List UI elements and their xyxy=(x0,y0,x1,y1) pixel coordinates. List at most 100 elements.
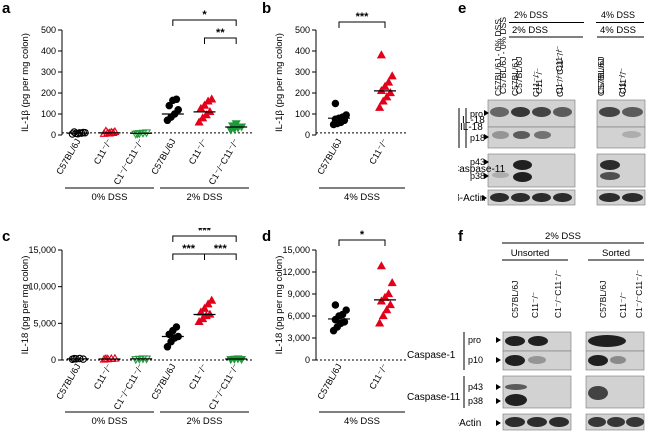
e-band-actin xyxy=(553,193,572,202)
e-band-il18-pro xyxy=(622,107,643,117)
e-arrow-p43 xyxy=(484,159,489,165)
e-label-pro: pro xyxy=(470,109,483,119)
f-arrow-pro xyxy=(496,337,501,343)
b-point xyxy=(376,50,386,59)
a-point xyxy=(133,130,143,139)
f-band-casp11-p43 xyxy=(505,384,527,390)
e-band-casp11-p38 xyxy=(600,172,620,180)
a-point xyxy=(110,126,120,135)
e-blot-left xyxy=(487,153,576,188)
b-xlabel: C11⁻/⁻ xyxy=(367,137,390,166)
f-band-actin xyxy=(607,417,625,427)
e-band-actin xyxy=(622,193,643,202)
c-sig-star: *** xyxy=(214,243,228,255)
a-group-label: 2% DSS xyxy=(187,192,223,203)
f-band-casp1-pro xyxy=(505,336,525,346)
a-point xyxy=(194,117,204,126)
b-point xyxy=(378,96,388,105)
e-arrow-p38 xyxy=(484,173,489,179)
d-ytick-label: 0 xyxy=(305,355,310,365)
chart-d: IL-18 (pg per mg colon) 0 3,000 6,000 9,000 1… xyxy=(274,229,408,427)
e-band-il18-pro xyxy=(490,107,509,117)
chart-a: IL-1β (pg per mg colon) 0 100 200 300 400 500 C… xyxy=(20,9,252,203)
c-point xyxy=(207,295,217,304)
e-arrow-p18 xyxy=(484,134,489,140)
f-arrow-p10 xyxy=(496,357,501,363)
c-sig-star: *** xyxy=(198,228,212,237)
f-row-casp1: Caspase-1 xyxy=(407,350,456,361)
panel-letter-c: c xyxy=(2,228,11,245)
a-point xyxy=(207,94,217,103)
a-xlabel: C57BL/6J xyxy=(149,137,177,176)
a-xlabel: C11⁻/⁻ xyxy=(187,137,210,166)
e-row-il18: IL-18 xyxy=(462,115,485,126)
f-header-unsorted: Unsorted xyxy=(511,248,550,259)
c-point xyxy=(110,353,120,362)
e-label-p18: p18 xyxy=(470,133,485,143)
e-header-2dss: 2% DSS xyxy=(512,25,548,36)
a-point xyxy=(172,95,181,104)
d-xlabel: C57BL/6J xyxy=(315,362,343,401)
a-group-label: 0% DSS xyxy=(92,192,128,203)
e-band-il18-p18 xyxy=(513,131,530,139)
b-ylabel: IL-1β (pg per mg colon) xyxy=(274,33,285,132)
panel-letter-f: f xyxy=(458,228,463,245)
e-band-actin xyxy=(490,193,509,202)
c-sig-bracket xyxy=(172,235,237,242)
a-ytick-label: 200 xyxy=(41,88,56,98)
b-ytick-label: 300 xyxy=(295,67,310,77)
e-band-il18-pro xyxy=(553,107,572,117)
b-ytick-label: 400 xyxy=(295,46,310,56)
chart-c: IL-18 (pg per mg colon) 0 5,000 10,000 15,00… xyxy=(20,228,252,427)
d-point xyxy=(378,311,388,320)
f-lane-label: C11⁻/⁻ xyxy=(618,291,628,318)
b-point xyxy=(342,111,350,119)
d-ytick-label: 3,000 xyxy=(287,333,310,343)
e-band-il18-p18 xyxy=(492,131,509,139)
c-group-label: 2% DSS xyxy=(187,416,223,427)
d-group-label: 4% DSS xyxy=(344,416,380,427)
a-sig-star: ** xyxy=(216,27,225,39)
e-lane-label: C1⁻/⁻C11⁻/⁻ xyxy=(554,45,564,94)
e-band-casp11-p38 xyxy=(513,172,532,182)
e-band-il18-p18 xyxy=(534,131,551,139)
e-band-casp11-p38 xyxy=(492,172,509,178)
f-band-actin xyxy=(588,417,606,427)
b-ytick-label: 100 xyxy=(295,109,310,119)
d-ytick-label: 6,000 xyxy=(287,311,310,321)
e-band-il18-pro xyxy=(511,107,530,117)
e-blot-left xyxy=(487,189,576,206)
d-point xyxy=(385,300,395,309)
a-xlabel: C11⁻/⁻ xyxy=(92,137,115,166)
panel-letter-a: a xyxy=(2,0,11,17)
d-point xyxy=(382,305,392,314)
e-arrow-pro xyxy=(484,110,489,116)
d-point xyxy=(331,301,340,309)
a-point xyxy=(165,101,173,110)
f-label-p10: p10 xyxy=(468,355,483,365)
a-point xyxy=(231,120,241,129)
a-point xyxy=(101,126,111,135)
e-band-il18-pro xyxy=(599,107,620,117)
c-ytick-label: 0 xyxy=(51,355,56,365)
b-point xyxy=(380,81,390,90)
a-sig-star: * xyxy=(202,9,207,21)
f-row-casp11: Caspase-11 xyxy=(407,392,461,403)
a-xlabel: C1⁻/⁻C11⁻/⁻ xyxy=(207,137,241,187)
d-ytick-label: 12,000 xyxy=(282,267,310,277)
f-header-sorted: Sorted xyxy=(602,248,630,259)
a-ytick-label: 300 xyxy=(41,67,56,77)
e-blot-right xyxy=(596,153,646,188)
f-lane-label: C1⁻/⁻C11⁻/⁻ xyxy=(634,269,644,318)
c-ytick-label: 5,000 xyxy=(33,318,56,328)
c-ylabel: IL-18 (pg per mg colon) xyxy=(20,256,31,355)
e-lane-label: C57BL/6J - 0% DSS xyxy=(498,17,508,94)
d-sig-star: * xyxy=(360,229,365,241)
f-lane-label: C57BL/6J xyxy=(510,281,520,318)
e-header-4dss: 4% DSS xyxy=(600,25,636,36)
b-point xyxy=(331,99,340,108)
e-row-il18: IL-18 xyxy=(460,122,483,133)
f-band-casp1-p10 xyxy=(610,356,626,364)
panel-letter-b: b xyxy=(262,0,272,17)
f-lane-label: C11⁻/⁻ xyxy=(530,291,540,318)
